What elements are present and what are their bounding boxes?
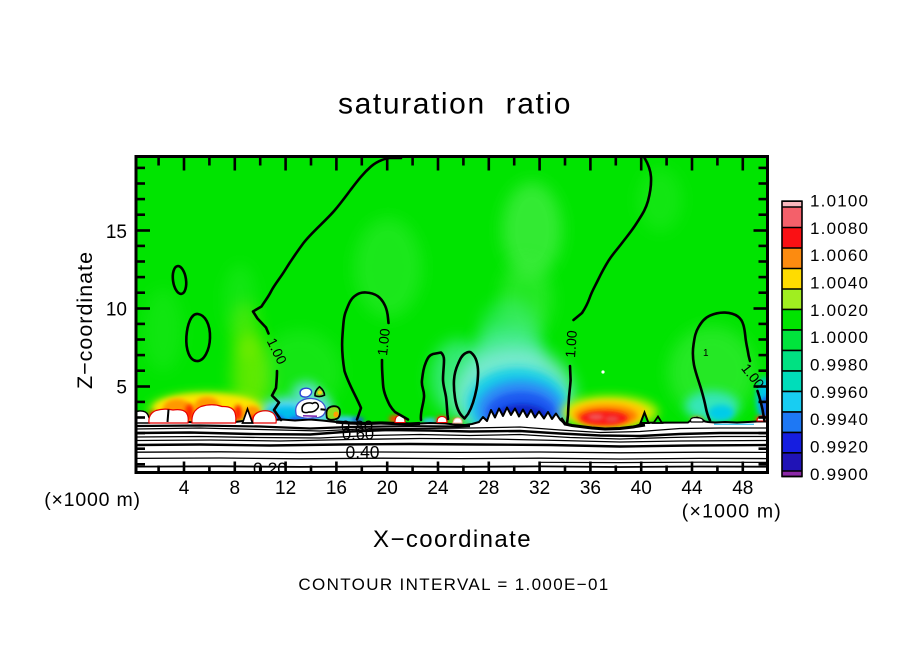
svg-text:(×1000 m): (×1000 m): [682, 501, 782, 523]
svg-text:10: 10: [106, 300, 127, 321]
svg-text:X−coordinate: X−coordinate: [373, 526, 532, 553]
svg-text:5: 5: [116, 378, 127, 399]
svg-text:32: 32: [529, 478, 550, 499]
svg-text:0.80: 0.80: [341, 418, 373, 436]
svg-text:1.0040: 1.0040: [810, 274, 869, 293]
svg-text:16: 16: [326, 478, 347, 499]
svg-text:1.0060: 1.0060: [810, 246, 869, 265]
svg-text:0.9960: 0.9960: [810, 383, 869, 402]
svg-text:saturation ratio: saturation ratio: [338, 88, 572, 121]
svg-text:1.0080: 1.0080: [810, 219, 869, 238]
svg-text:36: 36: [580, 478, 601, 499]
svg-text:28: 28: [478, 478, 499, 499]
svg-text:12: 12: [275, 478, 296, 499]
svg-text:8: 8: [230, 478, 241, 499]
svg-text:20: 20: [377, 478, 398, 499]
svg-text:1.0020: 1.0020: [810, 301, 869, 320]
svg-text:CONTOUR INTERVAL = 1.000E−01: CONTOUR INTERVAL = 1.000E−01: [298, 575, 609, 594]
svg-text:0.9980: 0.9980: [810, 356, 869, 375]
svg-text:24: 24: [427, 478, 449, 499]
svg-text:1.0000: 1.0000: [810, 328, 869, 347]
svg-text:1: 1: [703, 348, 709, 359]
svg-text:0.9920: 0.9920: [810, 438, 869, 457]
svg-text:Z−coordinate: Z−coordinate: [73, 251, 97, 389]
svg-text:1.00: 1.00: [562, 330, 580, 359]
svg-text:0.9900: 0.9900: [810, 465, 869, 484]
svg-text:(×1000 m): (×1000 m): [44, 489, 141, 511]
svg-text:0.60: 0.60: [342, 426, 374, 444]
svg-text:0.9940: 0.9940: [810, 410, 869, 429]
svg-text:44: 44: [681, 478, 703, 499]
svg-text:1.00: 1.00: [374, 327, 393, 356]
svg-text:0.20: 0.20: [253, 459, 287, 479]
svg-text:48: 48: [732, 478, 753, 499]
svg-text:4: 4: [179, 478, 190, 499]
svg-text:0.40: 0.40: [345, 442, 379, 462]
svg-text:1.0100: 1.0100: [810, 192, 869, 211]
svg-text:40: 40: [631, 478, 652, 499]
svg-text:15: 15: [106, 222, 127, 243]
